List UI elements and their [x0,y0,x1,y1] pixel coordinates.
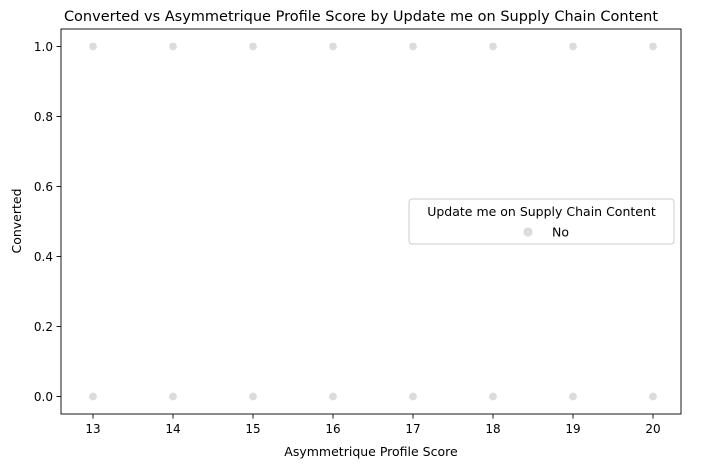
y-axis-ticks: 0.0 0.2 0.4 0.6 0.8 1.0 [34,40,61,404]
x-tick-label: 19 [565,422,580,436]
x-tick-label: 18 [485,422,500,436]
data-point-0-5 [488,391,498,401]
data-point-0-0 [88,391,98,401]
x-tick-label: 20 [645,422,660,436]
plot-area-frame [60,28,682,415]
data-point-0-9 [168,41,178,51]
legend-title: Update me on Supply Chain Content [427,204,656,219]
data-point-0-7 [648,391,658,401]
data-point-0-10 [248,41,258,51]
x-tick-label: 17 [405,422,420,436]
legend-label-no: No [552,225,569,240]
points-layer [88,41,658,401]
data-point-0-4 [408,391,418,401]
data-point-0-3 [328,391,338,401]
data-point-0-14 [568,41,578,51]
y-tick-label: 0.8 [34,110,53,124]
x-tick-label: 15 [245,422,260,436]
data-point-0-1 [168,391,178,401]
x-tick-label: 16 [325,422,340,436]
data-point-0-12 [408,41,418,51]
x-axis-label: Asymmetrique Profile Score [284,444,458,459]
x-axis-ticks: 13 14 15 16 17 18 19 20 [85,414,661,436]
y-axis-label: Converted [9,188,24,253]
legend-box [408,198,675,245]
y-tick-label: 0.0 [34,390,53,404]
data-point-0-13 [488,41,498,51]
data-point-0-15 [648,41,658,51]
y-tick-label: 0.6 [34,180,53,194]
legend: Update me on Supply Chain Content No [408,198,675,245]
legend-marker-no [523,227,533,237]
data-point-0-8 [88,41,98,51]
y-tick-label: 1.0 [34,40,53,54]
y-tick-label: 0.4 [34,250,53,264]
data-point-0-6 [568,391,578,401]
x-tick-label: 14 [165,422,180,436]
x-tick-label: 13 [85,422,100,436]
data-point-0-11 [328,41,338,51]
y-tick-label: 0.2 [34,320,53,334]
data-point-0-2 [248,391,258,401]
chart-title: Converted vs Asymmetrique Profile Score … [64,9,658,25]
